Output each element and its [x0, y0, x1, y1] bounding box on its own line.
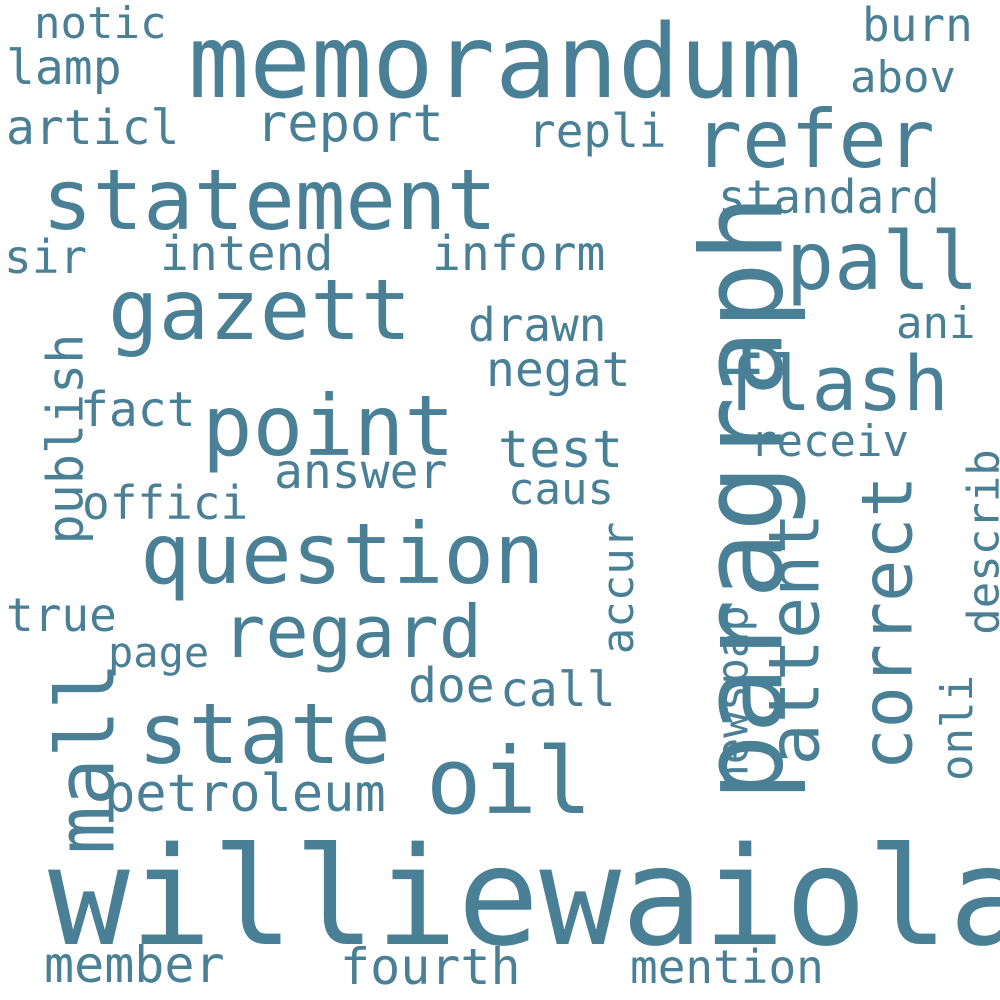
word-mall: mall [39, 661, 133, 855]
word-fourth: fourth [340, 938, 521, 996]
word-fact: fact [80, 382, 196, 438]
word-negat: negat [486, 342, 631, 398]
word-lamp: lamp [6, 40, 122, 96]
word-doe: doe [408, 658, 495, 714]
word-state: state [138, 685, 391, 783]
word-test: test [498, 420, 624, 480]
word-intend: intend [160, 226, 334, 282]
word-true: true [6, 588, 117, 642]
word-refer: refer [694, 93, 935, 186]
word-statement: statement [42, 151, 498, 249]
word-pall: pall [786, 215, 979, 308]
word-standard: standard [718, 170, 940, 224]
word-question: question [140, 505, 545, 603]
word-memorandum: memorandum [188, 3, 803, 122]
word-onli: onli [931, 675, 983, 781]
word-repli: repli [528, 104, 667, 158]
word-oil: oil [426, 728, 593, 835]
word-answer: answer [274, 444, 448, 500]
word-page: page [108, 628, 210, 677]
word-offici: offici [82, 476, 249, 530]
word-petroleum: petroleum [104, 764, 386, 824]
word-member: member [44, 936, 225, 994]
word-accur: accur [593, 521, 645, 655]
word-mention: mention [630, 940, 824, 994]
word-williewaiola: williewaiola [48, 819, 1000, 977]
word-newspap: newspap [707, 605, 759, 791]
word-describ: describ [958, 449, 1000, 635]
word-drawn: drawn [468, 298, 607, 352]
word-receiv: receiv [750, 416, 909, 467]
word-publish: publish [36, 333, 95, 545]
word-notic: notic [34, 0, 167, 49]
word-report: report [256, 94, 444, 154]
word-caus: caus [508, 464, 614, 515]
word-attent: attent [753, 512, 836, 766]
word-call: call [500, 662, 616, 718]
word-correct: correct [846, 475, 929, 771]
word-point: point [202, 377, 455, 475]
word-burn: burn [862, 0, 973, 52]
word-ani: ani [896, 298, 976, 349]
word-flash: flash [720, 339, 949, 428]
word-sir: sir [4, 230, 88, 284]
word-articl: articl [6, 100, 180, 156]
word-regard: regard [222, 590, 483, 674]
word-gazett: gazett [108, 261, 412, 359]
word-inform: inform [432, 226, 606, 282]
word-abov: abov [850, 52, 956, 103]
